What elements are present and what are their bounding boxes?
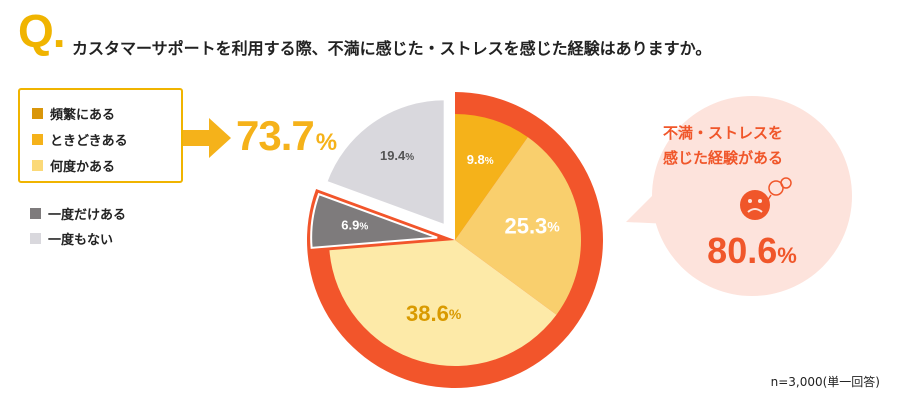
pie-slice-1 — [455, 137, 581, 315]
legend-box-frequent-group: 頻繁にある ときどきある 何度かある — [18, 88, 183, 183]
legend-item-sometimes: ときどきある — [32, 126, 181, 152]
callout-unit: % — [777, 243, 797, 268]
legend-swatch-never — [30, 232, 41, 244]
legend-label-occasionally: 何度かある — [50, 159, 116, 175]
legend-label-never: 一度もない — [48, 232, 114, 248]
summary-percentage: 73.7% — [236, 112, 337, 160]
legend-item-only-once: 一度だけある — [30, 200, 126, 226]
legend-swatch-only-once — [30, 207, 41, 219]
legend-item-frequent: 頻繁にある — [32, 100, 181, 126]
summary-unit: % — [315, 129, 338, 156]
pie-slice-3 — [310, 192, 438, 249]
legend-swatch-frequent — [32, 107, 43, 119]
sample-size-note: n=3,000(単一回答) — [770, 375, 880, 389]
pie-slice-0 — [455, 114, 528, 240]
callout-title: 不満・ストレスを 感じた経験がある — [662, 124, 783, 167]
pie-label-0: 9.8% — [467, 152, 494, 167]
callout-value: 80.6 — [707, 230, 778, 271]
question-mark: Q. — [18, 5, 66, 57]
legend-label-only-once: 一度だけある — [48, 207, 127, 223]
pie-label-1: 25.3% — [504, 213, 560, 238]
right-arrow-icon — [183, 118, 231, 158]
legend-label-frequent: 頻繁にある — [50, 107, 116, 123]
question-title: カスタマーサポートを利用する際、不満に感じた・ストレスを感じた経験はありますか。 — [72, 39, 712, 58]
sad-face-icon — [740, 177, 792, 220]
pie-slice-4 — [325, 98, 446, 227]
legend-label-sometimes: ときどきある — [50, 133, 128, 149]
pie-slice-2 — [329, 240, 557, 367]
legend-swatch-sometimes — [32, 133, 43, 145]
legend-swatch-occasionally — [32, 159, 43, 171]
legend-item-occasionally: 何度かある — [32, 152, 181, 178]
legend-item-never: 一度もない — [30, 225, 113, 251]
pie-label-3: 6.9% — [341, 218, 368, 233]
callout-percentage: 80.6% — [672, 230, 832, 272]
pie-label-2: 38.6% — [406, 301, 462, 326]
pie-label-4: 19.4% — [380, 148, 414, 163]
summary-value: 73.7 — [236, 112, 315, 159]
